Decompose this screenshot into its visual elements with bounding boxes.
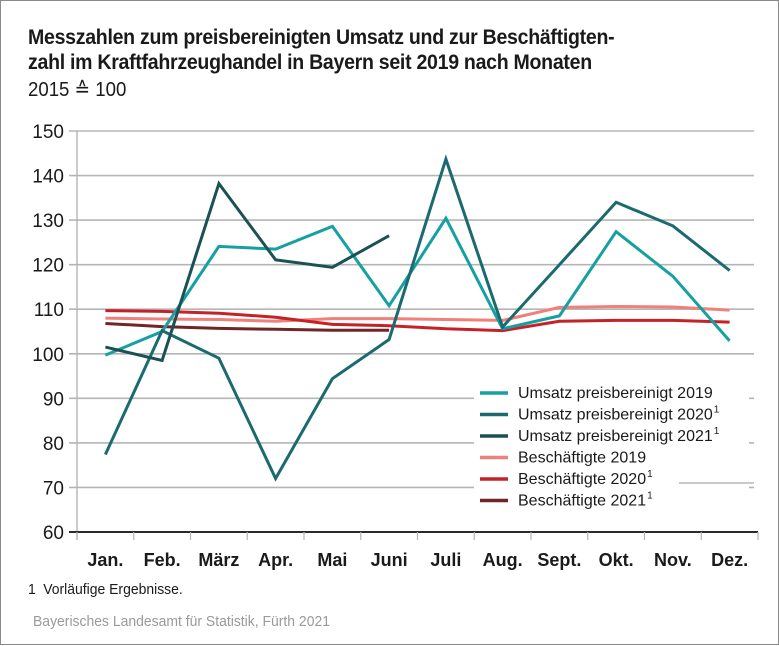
y-tick-label: 150 [32, 122, 64, 143]
legend-label: Beschäftigte 2020 [518, 471, 646, 488]
y-tick-label: 90 [43, 389, 64, 410]
series-lines [104, 154, 731, 482]
series-line-beschaeftigte-2021 [105, 322, 390, 332]
legend-item: Umsatz preisbereinigt 2020 1 [480, 405, 720, 424]
footnote-number: 1 [28, 581, 36, 598]
x-tick-label: Mai [317, 550, 347, 570]
y-tick-label: 120 [32, 256, 64, 277]
gridlines [69, 130, 754, 489]
x-tick-label: Okt. [599, 550, 634, 570]
series-line-beschaeftigte-2019 [105, 304, 730, 323]
chart-title: Messzahlen zum preisbereinigten Umsatz u… [28, 25, 716, 75]
x-tick-label: Feb. [144, 550, 181, 570]
chart-subtitle: 2015 ≙ 100 [28, 79, 127, 101]
legend-item: Umsatz preisbereinigt 2019 [480, 385, 713, 402]
y-tick-label: 140 [32, 167, 64, 188]
x-tick-label: Aug. [483, 550, 523, 570]
legend-footnote-marker: 1 [647, 469, 653, 480]
series-line-umsatz-preisbereinigt-2021 [105, 180, 390, 363]
legend-label: Umsatz preisbereinigt 2021 [518, 428, 713, 445]
y-tick-label: 110 [34, 300, 64, 321]
y-axis: 60 70 80 90 100 110 120 130 140 150 [32, 122, 78, 544]
x-tick-label: Juni [371, 550, 408, 570]
legend-footnote-marker: 1 [714, 405, 720, 416]
x-tick-label: Apr. [258, 550, 293, 570]
legend-item: Beschäftigte 2020 1 [480, 469, 653, 488]
y-tick-label: 70 [43, 478, 64, 499]
y-tick-label: 60 [43, 523, 64, 544]
legend-item: Beschäftigte 2019 [480, 450, 646, 467]
legend-label: Umsatz preisbereinigt 2020 [518, 407, 713, 424]
legend: Umsatz preisbereinigt 2019 Umsatz preisbe… [474, 383, 754, 518]
chart-title-line-1: Messzahlen zum preisbereinigten Umsatz u… [28, 26, 615, 49]
legend-item: Umsatz preisbereinigt 2021 1 [480, 426, 720, 445]
footnote: 1 Vorläufige Ergebnisse. [28, 581, 183, 598]
footnote-text: Vorläufige Ergebnisse. [43, 581, 183, 598]
legend-background [474, 383, 749, 518]
x-axis: Jan. Feb. März Apr. Mai Juni Juli Aug. Sept. Okt.… [69, 531, 759, 570]
x-tick-label: Juli [430, 550, 461, 570]
x-tick-label: Sept. [537, 550, 581, 570]
y-tick-label: 80 [43, 434, 64, 455]
x-tick-label: Jan. [87, 550, 123, 570]
legend-label: Beschäftigte 2019 [518, 450, 646, 467]
x-tick-label: Dez. [711, 550, 748, 570]
series-line-umsatz-preisbereinigt-2019 [104, 215, 731, 357]
y-tick-label: 130 [32, 211, 64, 232]
chart-title-line-2: zahl im Kraftfahrzeughandel in Bayern se… [28, 51, 592, 74]
x-tick-label: Nov. [654, 550, 692, 570]
x-tick-label: März [198, 550, 239, 570]
legend-footnote-marker: 1 [714, 426, 720, 437]
series-line-umsatz-preisbereinigt-2020 [104, 154, 731, 482]
y-tick-label: 100 [32, 345, 64, 366]
series-line-beschaeftigte-2020 [105, 309, 730, 333]
source-credit: Bayerisches Landesamt für Statistik, Für… [33, 613, 330, 630]
legend-footnote-marker: 1 [647, 491, 653, 502]
legend-item: Beschäftigte 2021 1 [480, 491, 653, 510]
legend-label: Beschäftigte 2021 [518, 493, 646, 510]
legend-label: Umsatz preisbereinigt 2019 [518, 385, 713, 402]
